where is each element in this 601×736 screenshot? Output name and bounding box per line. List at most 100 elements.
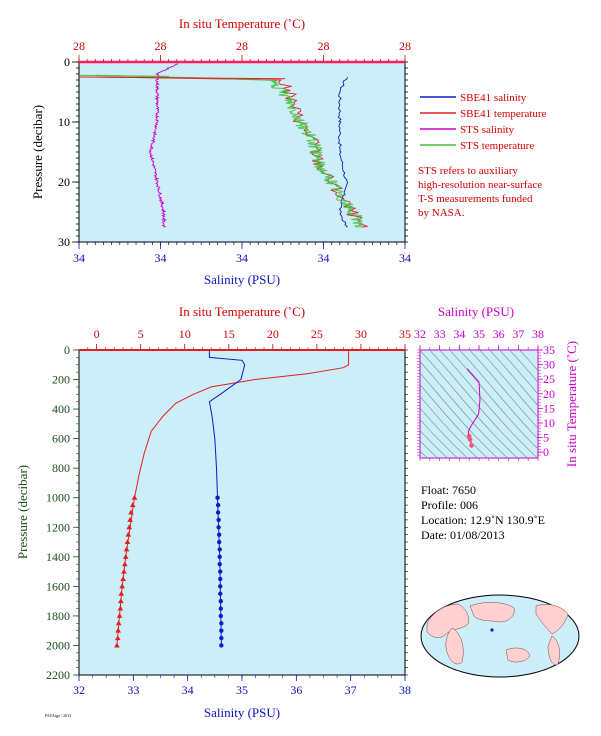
temperature-marker — [128, 509, 134, 515]
tick-label: 28 — [399, 39, 411, 53]
ts-density-contour — [459, 350, 538, 440]
tick-label: 1600 — [46, 579, 70, 593]
temperature-marker — [127, 516, 133, 522]
salinity-marker — [216, 517, 221, 523]
profile-number: Profile: 006 — [421, 498, 478, 512]
salinity-marker — [219, 635, 224, 641]
ts-temp-axis-label: In situ Temperature (˚C) — [564, 341, 579, 467]
world-map — [420, 594, 580, 678]
salinity-marker — [215, 510, 221, 515]
legend: SBE41 salinity SBE41 temperature STS sal… — [418, 92, 547, 219]
tick-label: 1800 — [46, 609, 70, 623]
bottom-temp-tick-labels: 0 5 10 15 20 25 30 35 — [94, 327, 411, 341]
salinity-marker — [218, 591, 223, 596]
temperature-marker — [114, 635, 121, 641]
bottom-temp-axis-label: In situ Temperature (˚C) — [179, 304, 305, 319]
temperature-marker — [115, 620, 122, 626]
tick-label: 15 — [223, 327, 235, 341]
top-panel: In situ Temperature (˚C) 28 28 28 28 28 Sali… — [30, 16, 411, 287]
temperature-marker — [120, 575, 126, 581]
legend-label: SBE41 salinity — [460, 92, 527, 104]
tick-label: 33 — [127, 683, 139, 697]
ts-density-contour — [420, 395, 478, 458]
tick-label: 35 — [399, 327, 411, 341]
tick-label: 10 — [543, 416, 555, 430]
series-line-sts-temperature — [96, 74, 363, 228]
legend-label: STS temperature — [460, 140, 534, 152]
tick-label: 20 — [543, 387, 555, 401]
top-pressure-label: Pressure (decibar) — [30, 105, 45, 199]
salinity-marker — [219, 643, 224, 648]
ts-plot-area — [419, 349, 539, 459]
tick-label: 30 — [355, 327, 367, 341]
top-sal-tick-labels: 34 34 34 34 34 — [73, 251, 411, 265]
ts-density-contour — [469, 350, 538, 429]
tick-label: 30 — [543, 358, 555, 372]
legend-label: STS salinity — [460, 124, 515, 136]
salinity-marker — [218, 598, 224, 604]
salinity-marker — [217, 554, 222, 560]
tick-label: 0 — [543, 445, 549, 459]
ts-density-contour — [499, 350, 538, 395]
salinity-marker — [219, 628, 224, 633]
legend-note-line: by NASA. — [418, 207, 465, 219]
tick-label: 5 — [138, 327, 144, 341]
tick-label: 800 — [52, 461, 70, 475]
top-temp-tick-labels: 28 28 28 28 28 — [73, 39, 411, 53]
temperature-marker — [122, 553, 129, 559]
temperature-marker — [129, 502, 136, 508]
bottom-panel: In situ Temperature (˚C) 0 5 10 15 20 25 30 35 … — [15, 304, 411, 720]
temperature-profile-line — [116, 350, 350, 646]
temperature-marker — [131, 494, 138, 500]
legend-item: SBE41 temperature — [420, 108, 547, 120]
tick-label: 0 — [64, 55, 70, 69]
temperature-marker — [115, 627, 122, 633]
temperature-marker — [117, 605, 124, 611]
ts-density-contours — [420, 350, 538, 458]
salinity-marker — [215, 495, 220, 500]
top-sal-axis-label: Salinity (PSU) — [204, 272, 280, 287]
temperature-marker — [125, 531, 132, 537]
footer-credit: FSI/Argo / 2013 — [45, 713, 71, 718]
ts-density-contour — [489, 350, 538, 407]
legend-note-line: high-resolution near-surface — [418, 179, 542, 191]
salinity-marker — [218, 606, 224, 611]
tick-label: 200 — [52, 373, 70, 387]
tick-label: 400 — [52, 402, 70, 416]
tick-label: 600 — [52, 432, 70, 446]
ts-density-contour — [429, 350, 528, 458]
salinity-marker — [216, 539, 222, 545]
float-info: Float: 7650 Profile: 006 Location: 12.9˚… — [421, 483, 545, 542]
tick-label: 32 — [73, 683, 85, 697]
tick-label: 15 — [543, 401, 555, 415]
temperature-marker — [116, 612, 123, 618]
legend-item: STS temperature — [420, 140, 534, 152]
ts-sal-tick-labels: 32 33 34 35 36 37 38 — [414, 327, 544, 341]
top-pressure-tick-labels: 0 10 20 30 — [58, 55, 70, 249]
ts-density-contour — [420, 360, 508, 458]
top-series — [78, 63, 368, 228]
tick-label: 35 — [236, 683, 248, 697]
tick-label: 1000 — [46, 491, 70, 505]
ts-deep-marker — [467, 437, 473, 442]
bottom-pressure-tick-labels: 0 200 400 600 800 1000 1200 1400 1600 1800 2000 220… — [46, 343, 70, 682]
tick-label: 25 — [543, 372, 555, 386]
bottom-pressure-label: Pressure (decibar) — [15, 465, 30, 559]
top-plot-area — [78, 61, 406, 243]
ts-density-contour — [449, 350, 538, 450]
tick-label: 34 — [73, 251, 85, 265]
bottom-sal-tick-labels: 32 33 34 35 36 37 38 — [73, 683, 411, 697]
salinity-marker — [218, 584, 223, 589]
temperature-marker — [122, 561, 128, 567]
tick-label: 20 — [58, 175, 70, 189]
series-line-sbe41-salinity — [337, 76, 349, 228]
series-line-sts-salinity — [148, 63, 179, 228]
tick-label: 33 — [434, 327, 446, 341]
salinity-marker — [218, 576, 223, 582]
date: Date: 01/08/2013 — [421, 528, 505, 542]
tick-label: 34 — [155, 251, 167, 265]
tick-label: 32 — [414, 327, 426, 341]
ts-contour-group — [420, 350, 538, 458]
